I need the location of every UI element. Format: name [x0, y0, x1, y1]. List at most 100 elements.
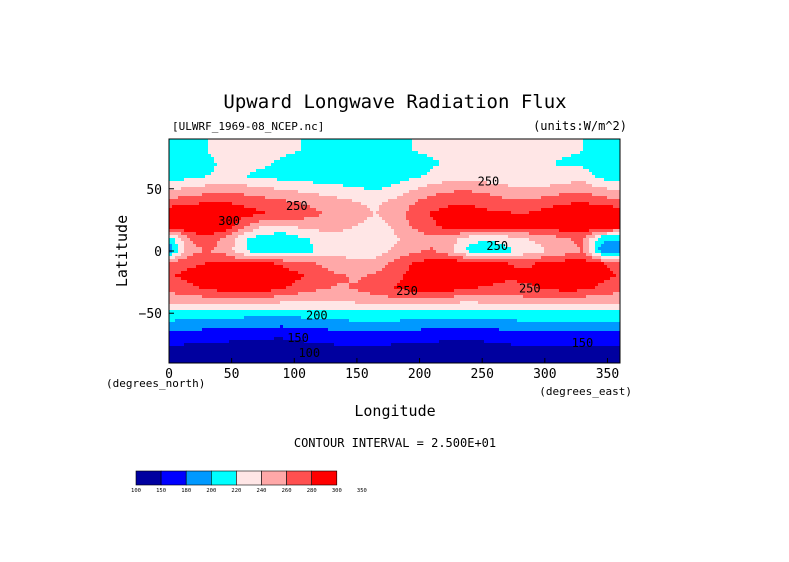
heatmap-cell: [493, 157, 497, 161]
heatmap-cell: [523, 184, 527, 188]
heatmap-cell: [583, 160, 587, 164]
heatmap-cell: [202, 172, 206, 176]
heatmap-cell: [316, 235, 320, 239]
heatmap-cell: [460, 142, 464, 146]
heatmap-cell: [283, 181, 287, 185]
heatmap-cell: [382, 208, 386, 212]
heatmap-cell: [547, 232, 551, 236]
heatmap-cell: [490, 175, 494, 179]
heatmap-cell: [388, 232, 392, 236]
heatmap-cell: [484, 223, 488, 227]
heatmap-cell: [214, 178, 218, 182]
heatmap-cell: [484, 217, 488, 221]
heatmap-cell: [502, 193, 506, 197]
heatmap-cell: [178, 157, 182, 161]
heatmap-cell: [574, 163, 578, 167]
heatmap-cell: [193, 154, 197, 158]
heatmap-cell: [397, 193, 401, 197]
heatmap-cell: [172, 178, 176, 182]
heatmap-cell: [388, 217, 392, 221]
heatmap-cell: [358, 175, 362, 179]
heatmap-cell: [481, 172, 485, 176]
heatmap-cell: [523, 142, 527, 146]
heatmap-cell: [499, 187, 503, 191]
heatmap-cell: [238, 175, 242, 179]
heatmap-cell: [427, 211, 431, 215]
heatmap-cell: [406, 196, 410, 200]
heatmap-cell: [304, 226, 308, 230]
heatmap-cell: [565, 211, 569, 215]
heatmap-cell: [214, 235, 218, 239]
heatmap-cell: [382, 148, 386, 152]
heatmap-cell: [463, 199, 467, 203]
heatmap-cell: [481, 190, 485, 194]
heatmap-cell: [337, 226, 341, 230]
heatmap-cell: [199, 172, 203, 176]
heatmap-cell: [577, 202, 581, 206]
heatmap-cell: [586, 181, 590, 185]
heatmap-cell: [613, 187, 617, 191]
heatmap-cell: [487, 217, 491, 221]
heatmap-cell: [457, 196, 461, 200]
heatmap-cell: [595, 235, 599, 239]
heatmap-cell: [232, 205, 236, 209]
heatmap-cell: [610, 199, 614, 203]
heatmap-cell: [526, 184, 530, 188]
heatmap-cell: [517, 214, 521, 218]
heatmap-cell: [184, 142, 188, 146]
heatmap-cell: [526, 223, 530, 227]
heatmap-cell: [280, 214, 284, 218]
heatmap-cell: [367, 154, 371, 158]
heatmap-cell: [346, 211, 350, 215]
heatmap-cell: [187, 220, 191, 224]
heatmap-cell: [178, 229, 182, 233]
heatmap-cell: [598, 229, 602, 233]
heatmap-cell: [316, 199, 320, 203]
heatmap-cell: [592, 208, 596, 212]
heatmap-cell: [544, 196, 548, 200]
heatmap-cell: [454, 145, 458, 149]
heatmap-cell: [436, 223, 440, 227]
heatmap-cell: [193, 193, 197, 197]
heatmap-cell: [490, 193, 494, 197]
heatmap-cell: [487, 154, 491, 158]
heatmap-cell: [403, 226, 407, 230]
heatmap-cell: [493, 169, 497, 173]
heatmap-cell: [574, 214, 578, 218]
heatmap-cell: [289, 190, 293, 194]
heatmap-cell: [283, 232, 287, 236]
heatmap-cell: [199, 169, 203, 173]
heatmap-cell: [448, 211, 452, 215]
heatmap-cell: [364, 151, 368, 155]
heatmap-cell: [352, 157, 356, 161]
heatmap-cell: [286, 160, 290, 164]
heatmap-cell: [409, 154, 413, 158]
heatmap-cell: [496, 220, 500, 224]
heatmap-cell: [517, 205, 521, 209]
heatmap-cell: [343, 184, 347, 188]
heatmap-cell: [184, 175, 188, 179]
heatmap-cell: [202, 160, 206, 164]
heatmap-cell: [298, 148, 302, 152]
heatmap-cell: [415, 202, 419, 206]
heatmap-cell: [277, 172, 281, 176]
heatmap-cell: [361, 139, 365, 143]
heatmap-cell: [412, 214, 416, 218]
heatmap-cell: [256, 163, 260, 167]
heatmap-cell: [352, 160, 356, 164]
heatmap-cell: [316, 229, 320, 233]
heatmap-cell: [232, 193, 236, 197]
heatmap-cell: [235, 175, 239, 179]
heatmap-cell: [280, 235, 284, 239]
heatmap-cell: [220, 151, 224, 155]
heatmap-cell: [532, 163, 536, 167]
heatmap-cell: [448, 178, 452, 182]
heatmap-cell: [505, 139, 509, 143]
heatmap-cell: [508, 232, 512, 236]
heatmap-cell: [520, 223, 524, 227]
heatmap-cell: [457, 163, 461, 167]
heatmap-cell: [520, 232, 524, 236]
heatmap-cell: [580, 172, 584, 176]
heatmap-cell: [448, 196, 452, 200]
heatmap-cell: [589, 166, 593, 170]
